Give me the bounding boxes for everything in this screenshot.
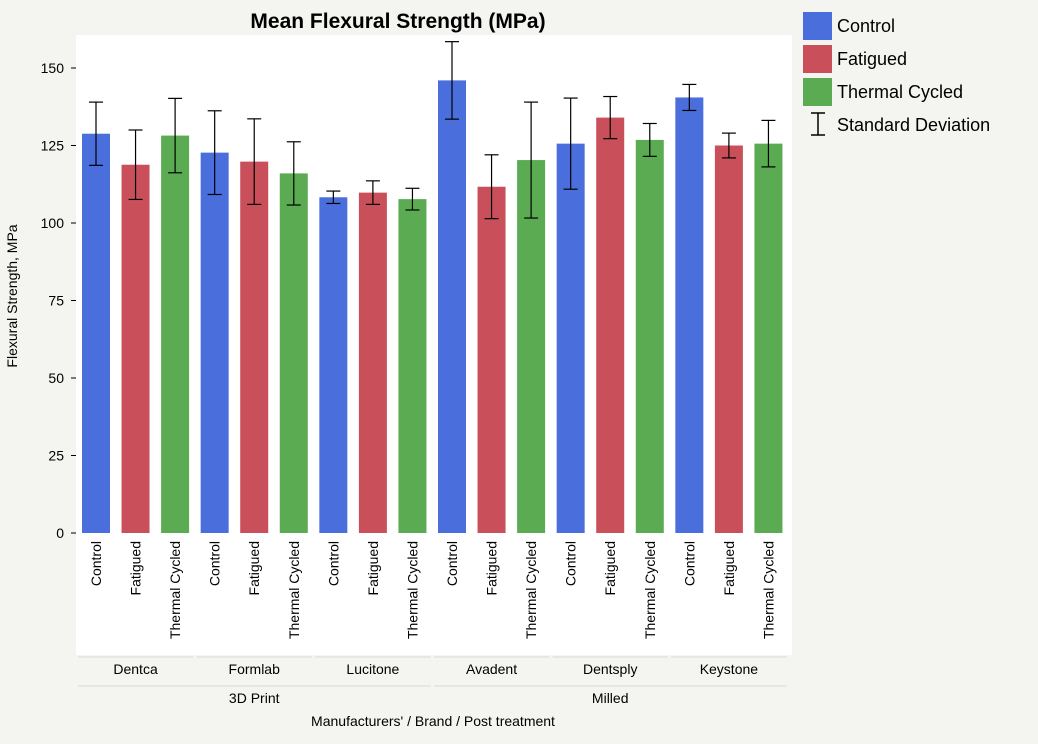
- brand-label: Dentsply: [583, 661, 637, 677]
- bar: [477, 186, 506, 534]
- legend-label: Control: [837, 16, 895, 36]
- x-tick-label: Control: [444, 541, 460, 586]
- legend-swatch: [803, 78, 832, 106]
- y-tick-label: 50: [48, 370, 64, 386]
- x-tick-label: Thermal Cycled: [286, 541, 302, 639]
- bar: [754, 143, 783, 533]
- x-tick-label: Fatigued: [484, 541, 500, 595]
- x-tick-label: Fatigued: [246, 541, 262, 595]
- legend-label: Thermal Cycled: [837, 82, 963, 102]
- legend-swatch: [803, 12, 832, 40]
- x-tick-label: Thermal Cycled: [642, 541, 658, 639]
- bar: [596, 117, 625, 533]
- bar: [319, 197, 348, 533]
- y-tick-label: 0: [56, 525, 64, 541]
- x-tick-label: Fatigued: [365, 541, 381, 595]
- x-tick-label: Fatigued: [128, 541, 144, 595]
- group-label: Milled: [592, 690, 629, 706]
- y-axis: 0 25 50 75 100 125 150: [41, 60, 76, 541]
- brand-label: Avadent: [466, 661, 517, 677]
- x-tick-label: Control: [207, 541, 223, 586]
- bar: [675, 97, 704, 533]
- x-tick-label: Control: [681, 541, 697, 586]
- x-tick-label: Thermal Cycled: [404, 541, 420, 639]
- bar: [161, 135, 190, 533]
- bar: [279, 173, 308, 533]
- x-tick-label: Thermal Cycled: [523, 541, 539, 639]
- bar: [240, 161, 269, 533]
- bar: [714, 145, 743, 533]
- x-axis: Control Fatigued Thermal Cycled Control Fati…: [78, 541, 787, 706]
- x-tick-label: Thermal Cycled: [167, 541, 183, 639]
- x-tick-label: Thermal Cycled: [760, 541, 776, 639]
- bars: [82, 41, 783, 534]
- y-tick-label: 25: [48, 448, 64, 464]
- legend-label: Standard Deviation: [837, 115, 990, 135]
- bar: [398, 199, 427, 533]
- brand-label: Formlab: [229, 661, 281, 677]
- legend: Control Fatigued Thermal Cycled Standard De…: [803, 12, 990, 136]
- y-tick-label: 75: [48, 293, 64, 309]
- bar: [635, 139, 664, 534]
- bar: [438, 80, 466, 534]
- y-axis-title: Flexural Strength, MPa: [4, 224, 20, 367]
- bar: [517, 160, 546, 533]
- y-tick-label: 125: [41, 138, 65, 154]
- chart-title: Mean Flexural Strength (MPa): [250, 10, 545, 33]
- x-tick-label: Control: [563, 541, 579, 586]
- bar: [556, 143, 585, 533]
- x-tick-label: Fatigued: [721, 541, 737, 595]
- brand-label: Lucitone: [346, 661, 399, 677]
- brand-label: Keystone: [700, 661, 759, 677]
- legend-label: Fatigued: [837, 49, 907, 69]
- y-tick-label: 100: [41, 215, 65, 231]
- x-tick-label: Fatigued: [602, 541, 618, 595]
- bar: [82, 133, 110, 533]
- x-axis-title: Manufacturers' / Brand / Post treatment: [311, 713, 555, 729]
- bar: [358, 192, 387, 533]
- legend-swatch: [803, 45, 832, 73]
- x-tick-label: Control: [325, 541, 341, 586]
- y-tick-label: 150: [41, 60, 65, 76]
- brand-label: Dentca: [113, 661, 158, 677]
- bar: [200, 152, 229, 533]
- group-label: 3D Print: [229, 690, 280, 706]
- plot-area: [76, 35, 792, 655]
- x-tick-label: Control: [88, 541, 104, 586]
- bar: [121, 164, 150, 533]
